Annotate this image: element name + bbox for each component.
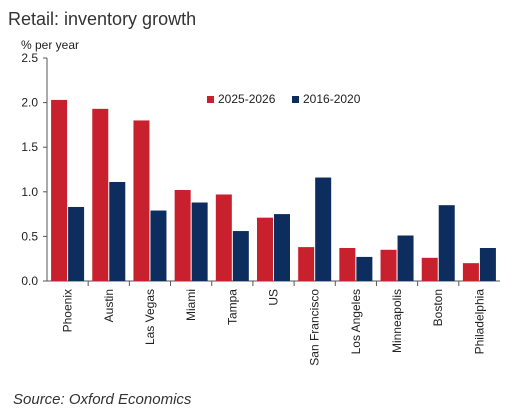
x-tick-label: Austin: [102, 289, 116, 322]
x-axis: Phoenix Austin Las Vegas Miami Tampa US San Fr…: [47, 280, 500, 366]
bar-series-1: [380, 249, 397, 281]
bar-series-1: [257, 217, 273, 281]
legend: 2025-2026 2016-2020: [207, 92, 361, 106]
bar-series-2: [109, 181, 126, 281]
y-axis-label: % per year: [21, 38, 79, 52]
legend-label: 2025-2026: [218, 92, 276, 106]
bar-series-2: [68, 206, 85, 281]
bar-series-2: [479, 247, 496, 281]
legend-swatch: [292, 96, 299, 103]
legend-swatch: [207, 96, 214, 103]
legend-label: 2016-2020: [303, 92, 361, 106]
bar-series-2: [438, 205, 455, 281]
y-tick-label: 0.0: [21, 274, 38, 288]
bar-series-1: [298, 247, 315, 281]
bar-series-2: [150, 210, 167, 281]
bar-series-2: [274, 214, 290, 281]
x-tick-label: US: [267, 289, 281, 306]
y-tick-label: 2.0: [21, 96, 38, 110]
x-tick-label: Phoenix: [61, 289, 75, 332]
bar-series-2: [315, 177, 332, 281]
bar-series-1: [92, 108, 109, 282]
x-tick-label: Los Angeles: [349, 289, 363, 354]
x-tick-label: Philadelphia: [472, 289, 486, 355]
bar-series-1: [462, 263, 479, 281]
x-tick-label: Miami: [184, 289, 198, 321]
chart-title: Retail: inventory growth: [8, 9, 196, 29]
bar-series-1: [174, 190, 191, 281]
x-tick-label: Tampa: [225, 289, 239, 325]
y-axis: 0.0 0.5 1.0 1.5 2.0 2.5: [21, 51, 48, 288]
bars: [51, 99, 496, 282]
x-tick-label: San Francisco: [308, 289, 322, 366]
bar-series-2: [356, 256, 373, 281]
bar-series-1: [339, 247, 356, 281]
x-tick-label: Minneapolis: [390, 289, 404, 353]
bar-series-2: [397, 235, 414, 281]
x-tick-label: Las Vegas: [143, 289, 157, 345]
bar-series-1: [215, 194, 232, 281]
bar-series-2: [191, 202, 208, 281]
y-tick-label: 1.0: [21, 185, 38, 199]
y-tick-label: 2.5: [21, 51, 38, 65]
y-tick-label: 1.5: [21, 140, 38, 154]
x-tick-label: Boston: [431, 289, 445, 326]
bar-series-1: [133, 120, 150, 281]
source-note: Source: Oxford Economics: [13, 391, 192, 408]
bar-series-2: [232, 231, 249, 281]
bar-series-1: [421, 257, 438, 281]
bar-series-1: [51, 99, 68, 281]
y-tick-label: 0.5: [21, 229, 38, 243]
